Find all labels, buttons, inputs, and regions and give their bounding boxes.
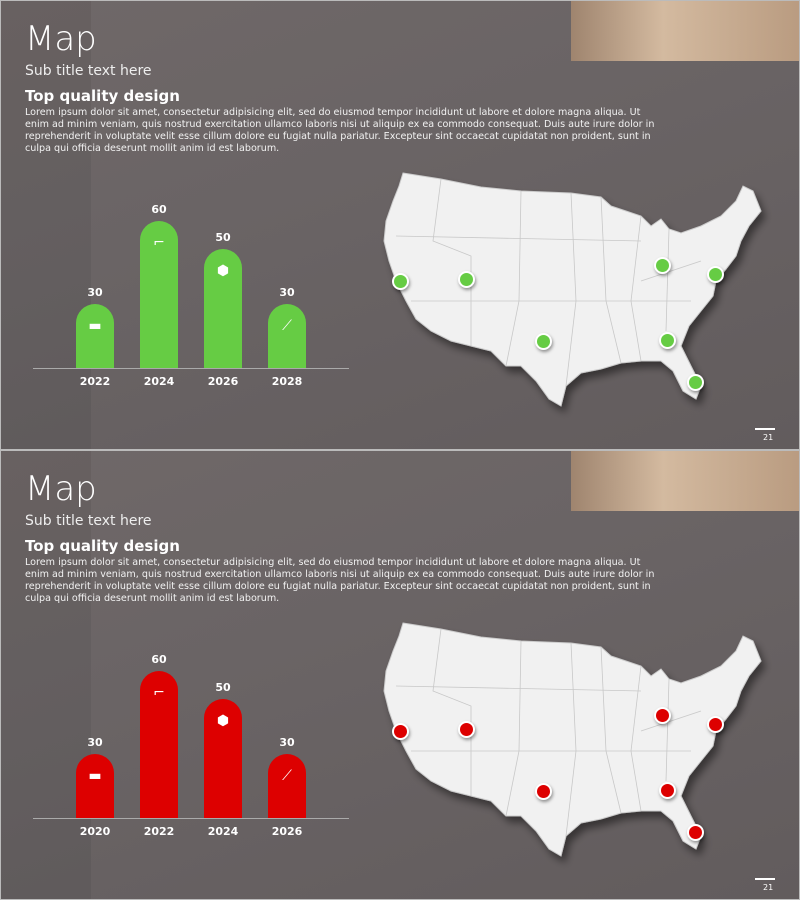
paint-roller-icon: ▬ [88,767,102,784]
bar-value-label: 30 [279,735,295,749]
drill-icon: ⌐ [153,235,165,251]
heading: Top quality design [25,537,180,555]
bar-value-label: 60 [151,203,167,216]
screwdriver-icon: ⟋ [282,317,292,334]
drill-icon: ⌐ [153,685,165,701]
bar-year-label: 2022 [79,375,111,388]
bar-year-label: 2026 [207,375,239,388]
bar-year-label: 2026 [271,825,303,838]
subtitle: Sub title text here [25,63,152,79]
page-number-line [755,878,775,880]
location-pin[interactable] [707,716,724,733]
bar: ⬢ [204,248,242,368]
location-pin[interactable] [392,273,409,290]
heading: Top quality design [25,87,180,105]
page-number-line [755,428,775,430]
location-pin[interactable] [654,707,671,724]
bar: ▬ [76,753,114,818]
body-text: Lorem ipsum dolor sit amet, consectetur … [25,557,655,604]
bar: ⌐ [140,221,178,368]
us-map [383,172,762,407]
bar: ⟋ [268,303,306,368]
us-map [383,622,762,857]
body-text: Lorem ipsum dolor sit amet, consectetur … [25,107,655,154]
background-shade [1,1,91,449]
bar-value-label: 30 [87,285,103,299]
bolt-icon: ⬢ [216,712,230,729]
page-title: Map [25,469,97,509]
location-pin[interactable] [535,783,552,800]
location-pin[interactable] [687,824,704,841]
screwdriver-icon: ⟋ [282,767,292,784]
location-pin[interactable] [687,374,704,391]
bar: ▬ [76,303,114,368]
page-number: 21 [763,883,774,892]
chart-baseline [33,818,349,819]
bar-year-label: 2022 [143,825,175,838]
location-pin[interactable] [392,723,409,740]
subtitle: Sub title text here [25,513,152,529]
paint-roller-icon: ▬ [88,317,102,334]
slide: Map Sub title text here Top quality desi… [0,0,800,450]
page-number: 21 [763,433,774,442]
bar-year-label: 2028 [271,375,303,388]
background-shade [1,451,91,899]
bar: ⟋ [268,753,306,818]
bar-value-label: 50 [215,230,231,244]
bar-value-label: 60 [151,653,167,666]
bar-value-label: 30 [87,735,103,749]
location-pin[interactable] [707,266,724,283]
bar: ⌐ [140,671,178,818]
location-pin[interactable] [458,721,475,738]
location-pin[interactable] [535,333,552,350]
location-pin[interactable] [654,257,671,274]
location-pin[interactable] [659,782,676,799]
background-light [571,1,799,61]
bar: ⬢ [204,698,242,818]
location-pin[interactable] [458,271,475,288]
chart-baseline [33,368,349,369]
bar-year-label: 2024 [207,825,239,838]
bar-value-label: 50 [215,680,231,694]
slide: Map Sub title text here Top quality desi… [0,450,800,900]
bolt-icon: ⬢ [216,262,230,279]
bar-value-label: 30 [279,285,295,299]
page-title: Map [25,19,97,59]
background-light [571,451,799,511]
bar-year-label: 2024 [143,375,175,388]
location-pin[interactable] [659,332,676,349]
bar-year-label: 2020 [79,825,111,838]
